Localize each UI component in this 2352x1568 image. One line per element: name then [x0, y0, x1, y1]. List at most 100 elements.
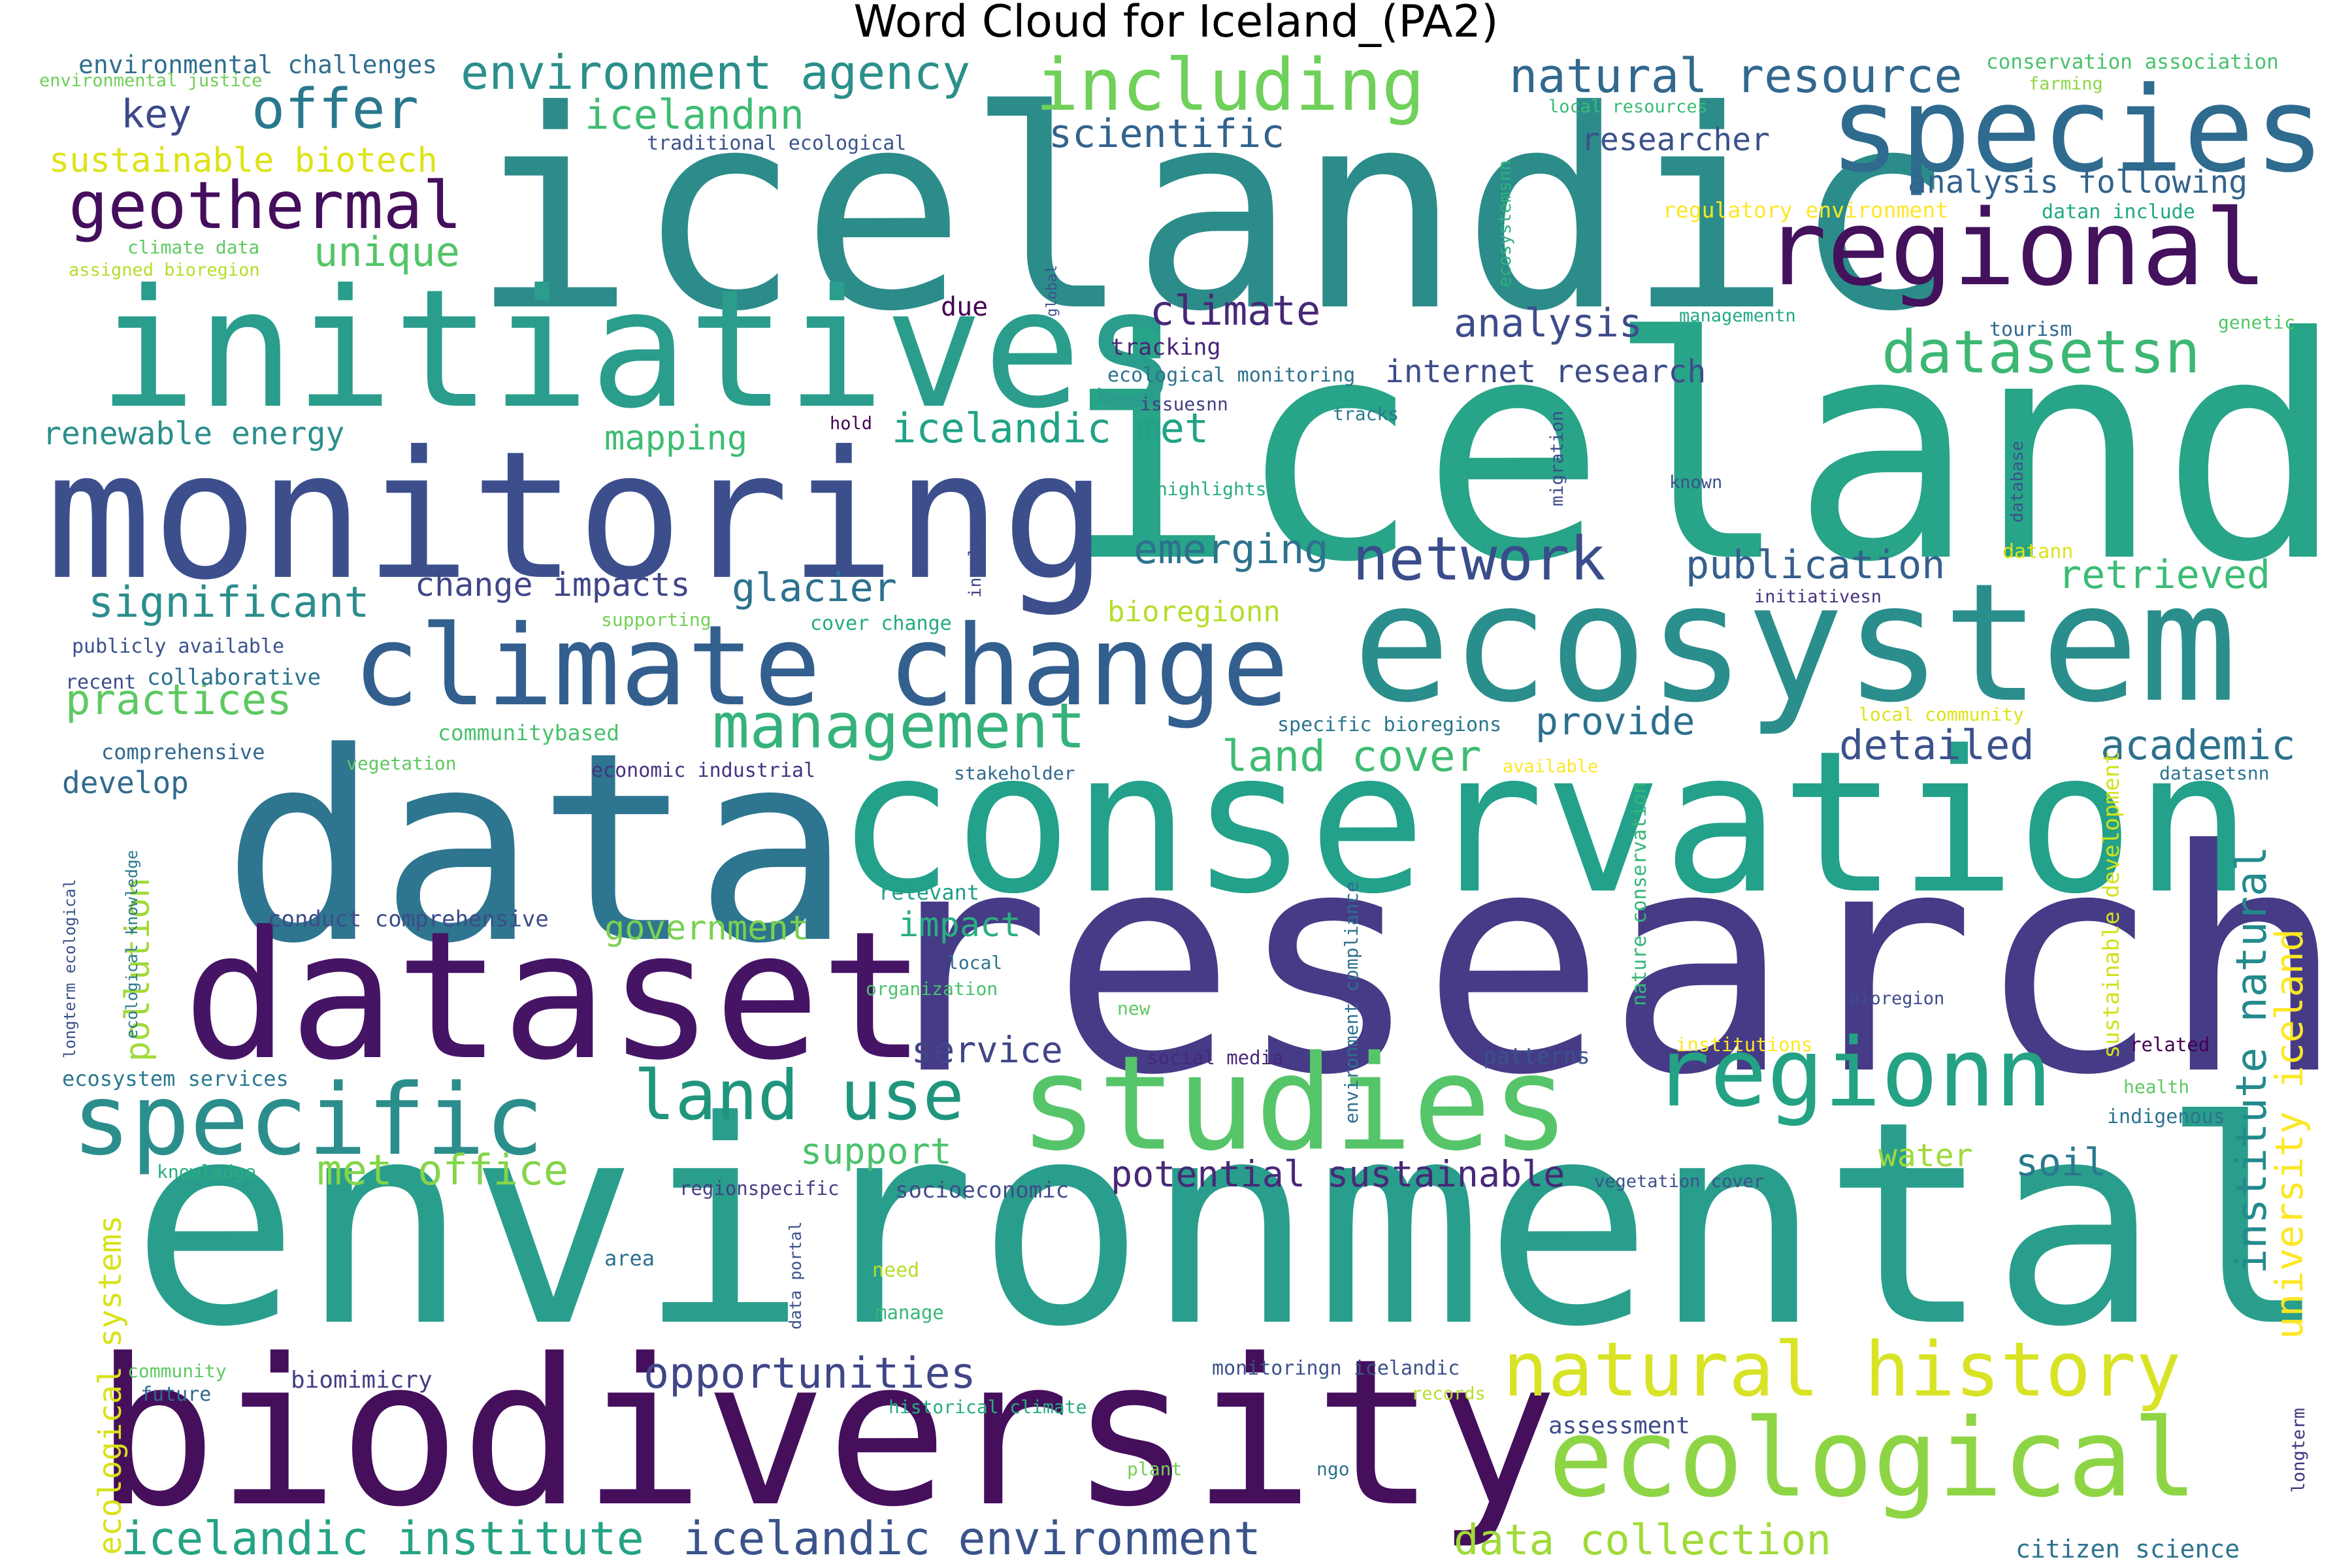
word-health: health — [2123, 1076, 2190, 1098]
word-biodiversity: biodiversity — [95, 1316, 1558, 1552]
word-service: service — [911, 1029, 1063, 1071]
word-potential-sustainable: potential sustainable — [1111, 1153, 1565, 1195]
word-change-impacts: change impacts — [415, 566, 691, 604]
word-tourism: tourism — [1989, 318, 2072, 341]
word-publication: publication — [1686, 542, 1946, 588]
word-managementn: managementn — [1679, 306, 1796, 326]
word-conservation-association: conservation association — [1986, 50, 2279, 74]
word-datan-include: datan include — [2042, 201, 2195, 223]
word-conduct-comprehensive: conduct comprehensive — [268, 906, 549, 932]
word-environmental: environmental — [131, 1062, 2330, 1388]
word-datasetsn: datasetsn — [1882, 318, 2200, 387]
word-area: area — [604, 1246, 655, 1271]
word-specific-bioregions: specific bioregions — [1277, 713, 1502, 736]
word-ecological-knowledge: ecological knowledge — [123, 850, 141, 1039]
word-need: need — [872, 1259, 920, 1282]
word-plant: plant — [1127, 1458, 1183, 1480]
word-scientific: scientific — [1049, 111, 1285, 157]
word-specific: specific — [72, 1064, 544, 1177]
word-publicly-available: publicly available — [72, 635, 285, 658]
word-met-office: met office — [317, 1147, 569, 1195]
word-related: related — [2130, 1034, 2210, 1056]
word-develop: develop — [62, 765, 189, 800]
word-manage: manage — [875, 1301, 944, 1324]
word-global: global — [1044, 265, 1060, 317]
word-local-resources: local resources — [1548, 97, 1708, 117]
word-university-iceland: university iceland — [2267, 928, 2311, 1339]
word-species: species — [1829, 62, 2325, 199]
word-comprehensive: comprehensive — [101, 740, 265, 764]
word-migration: migration — [1547, 410, 1567, 506]
word-highlights: highlights — [1156, 478, 1267, 500]
word-indigenous: indigenous — [2107, 1105, 2225, 1128]
word-bioregion: bioregion — [1849, 988, 1945, 1009]
word-assessment: assessment — [1548, 1413, 1690, 1439]
word-traditional-ecological: traditional ecological — [647, 132, 907, 155]
word-future: future — [140, 1383, 212, 1406]
word-practices: practices — [65, 676, 292, 725]
word-vegetation: vegetation — [346, 753, 457, 774]
word-local: local — [947, 952, 1003, 973]
word-water: water — [1878, 1137, 1973, 1174]
word-regionn: regionn — [1653, 1018, 2053, 1128]
word-initiatives: initiatives — [98, 254, 1180, 444]
word-data: data — [222, 697, 852, 1001]
word-known: known — [1669, 472, 1723, 493]
word-recent: recent — [65, 671, 137, 694]
word-organization: organization — [866, 978, 998, 1000]
word-monitoringn-icelandic: monitoringn icelandic — [1212, 1357, 1460, 1380]
word-patterns: patterns — [1483, 1043, 1590, 1070]
word-analysis: analysis — [1454, 301, 1642, 346]
word-longterm: longterm — [2289, 1407, 2309, 1493]
word-environmental-justice: environmental justice — [39, 71, 263, 91]
word-ecological: ecological — [1548, 1396, 2198, 1521]
word-renewable-energy: renewable energy — [42, 416, 345, 452]
word-offer: offer — [252, 77, 419, 142]
word-icelandic-met: icelandic met — [892, 404, 1209, 452]
word-community: community — [127, 1360, 227, 1382]
word-icelandnn: icelandnn — [585, 91, 804, 139]
word-ngo: ngo — [1316, 1458, 1350, 1480]
word-soil: soil — [2016, 1140, 2107, 1184]
word-farming: farming — [2029, 74, 2103, 94]
word-research: research — [866, 785, 2345, 1142]
word-government: government — [604, 909, 809, 948]
word-environment-compliance: environment compliance — [1341, 881, 1362, 1124]
word-socioeconomic: socioeconomic — [895, 1177, 1070, 1203]
word-citizen-science: citizen science — [2016, 1535, 2240, 1563]
word-unique: unique — [314, 228, 460, 276]
word-knowledge: knowledge — [157, 1161, 256, 1183]
word-monitoring: monitoring — [46, 413, 1108, 619]
word-academic: academic — [2100, 721, 2296, 769]
word-sustainable-development: sustainable development — [2099, 751, 2125, 1058]
word-land-cover: land cover — [1222, 731, 1482, 781]
word-regional: regional — [1764, 187, 2268, 309]
word-vegetation-cover: vegetation cover — [1594, 1171, 1765, 1192]
word-opportunities: opportunities — [644, 1349, 976, 1398]
word-natural-resource: natural resource — [1509, 48, 1963, 103]
word-climate-change: climate change — [353, 602, 1289, 731]
word-icelandic: icelandic — [470, 52, 1957, 372]
word-provide: provide — [1535, 699, 1695, 743]
word-natural-history: natural history — [1503, 1326, 2181, 1414]
word-historical-climate: historical climate — [889, 1396, 1087, 1418]
word-records: records — [1411, 1384, 1486, 1404]
word-data-collection: data collection — [1454, 1516, 1831, 1565]
chart-title: Word Cloud for Iceland_(PA2) — [853, 0, 1499, 48]
word-issuesnn: issuesnn — [1140, 393, 1228, 415]
word-collaborative: collaborative — [147, 664, 321, 691]
word-land-use: land use — [634, 1056, 964, 1135]
word-detailed: detailed — [1839, 721, 2034, 769]
word-glacier: glacier — [732, 565, 897, 611]
word-supporting: supporting — [601, 609, 711, 630]
word-key: key — [121, 91, 192, 137]
word-due: due — [941, 292, 988, 322]
word-internet-research: internet research — [1385, 353, 1707, 390]
word-genetic: genetic — [2218, 312, 2296, 333]
word-datann: datann — [2002, 540, 2074, 563]
word-mapping: mapping — [604, 419, 748, 458]
word-climate-data: climate data — [127, 237, 260, 258]
word-icelandic-institute: icelandic institute — [121, 1512, 644, 1565]
word-ecosystem: ecosystem — [1352, 548, 2238, 738]
